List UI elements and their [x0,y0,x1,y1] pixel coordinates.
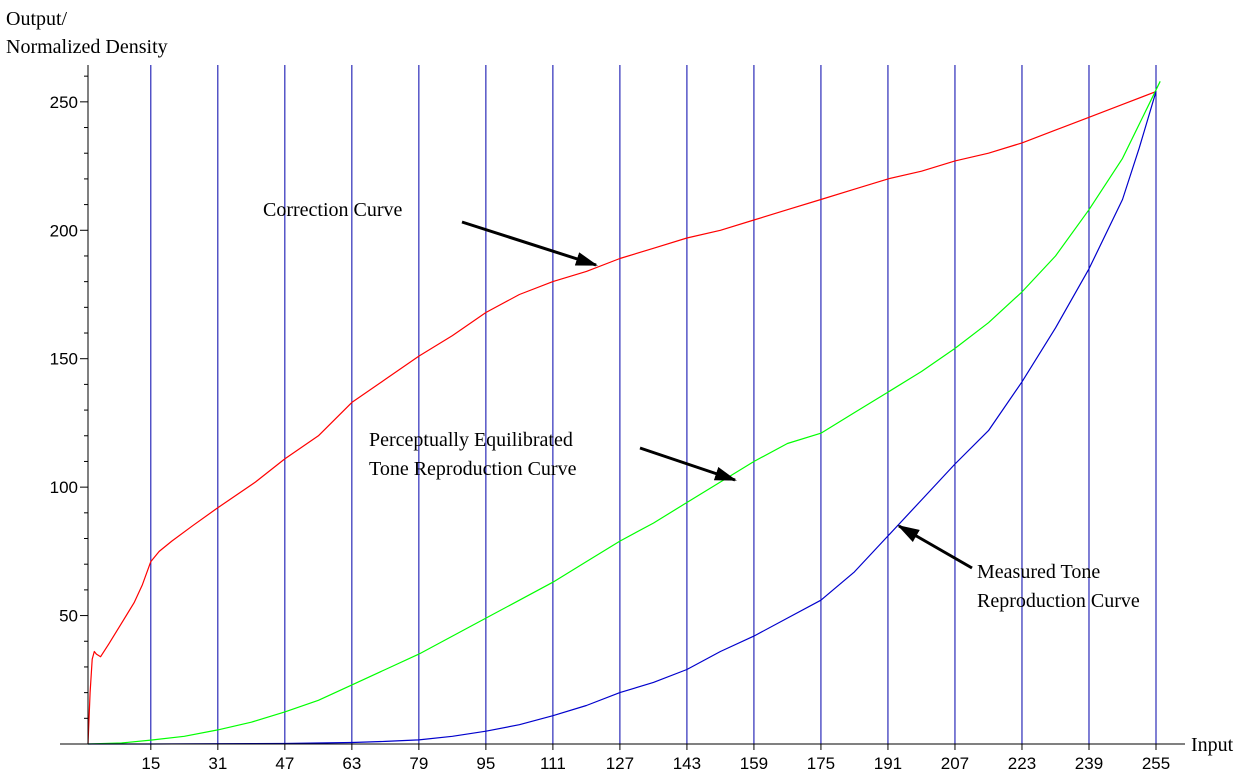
y-axis-ticks: 50 100 150 200 250 [50,75,88,719]
x-tick-label-175: 175 [807,754,835,773]
series-lines [87,81,1161,745]
annotation-perceptual-line2: Tone Reproduction Curve [369,458,577,480]
x-tick-label-207: 207 [941,754,969,773]
x-tick-label-191: 191 [874,754,902,773]
annotation-correction-curve: Correction Curve [263,199,403,221]
arrow-correction-curve [461,220,598,267]
arrow-perceptual-curve [639,446,737,482]
perceptual-curve-line [87,81,1161,745]
x-tick-label-47: 47 [275,754,294,773]
y-axis-title-line2: Normalized Density [6,36,168,58]
annotation-measured-line2: Reproduction Curve [977,590,1140,612]
y-tick-label-250: 250 [50,93,78,112]
y-tick-label-50: 50 [59,607,78,626]
y-tick-label-100: 100 [50,478,78,497]
x-tick-label-239: 239 [1075,754,1103,773]
x-axis-ticks: 15 31 47 63 79 95 111 127 143 159 175 191 207 223 239 2… [141,744,1170,773]
y-tick-label-200: 200 [50,221,78,240]
x-tick-label-255: 255 [1142,754,1170,773]
y-axis-title-line1: Output/ [6,8,68,30]
annotation-perceptual-line1: Perceptually Equilibrated [369,429,573,451]
x-tick-label-111: 111 [540,754,566,773]
x-tick-label-63: 63 [342,754,361,773]
y-tick-label-150: 150 [50,350,78,369]
vertical-gridlines [150,65,1157,744]
x-tick-label-79: 79 [409,754,428,773]
annotation-measured-line1: Measured Tone [977,561,1100,583]
x-axis-title: Input [1191,734,1234,756]
x-tick-label-127: 127 [606,754,634,773]
measured-curve-line [88,91,1157,745]
correction-curve-line [87,91,1157,745]
x-tick-label-159: 159 [740,754,768,773]
x-tick-label-223: 223 [1008,754,1036,773]
x-tick-label-95: 95 [476,754,495,773]
x-tick-label-15: 15 [141,754,160,773]
x-tick-label-31: 31 [208,754,227,773]
arrow-measured-curve [897,524,973,570]
x-tick-label-143: 143 [673,754,701,773]
